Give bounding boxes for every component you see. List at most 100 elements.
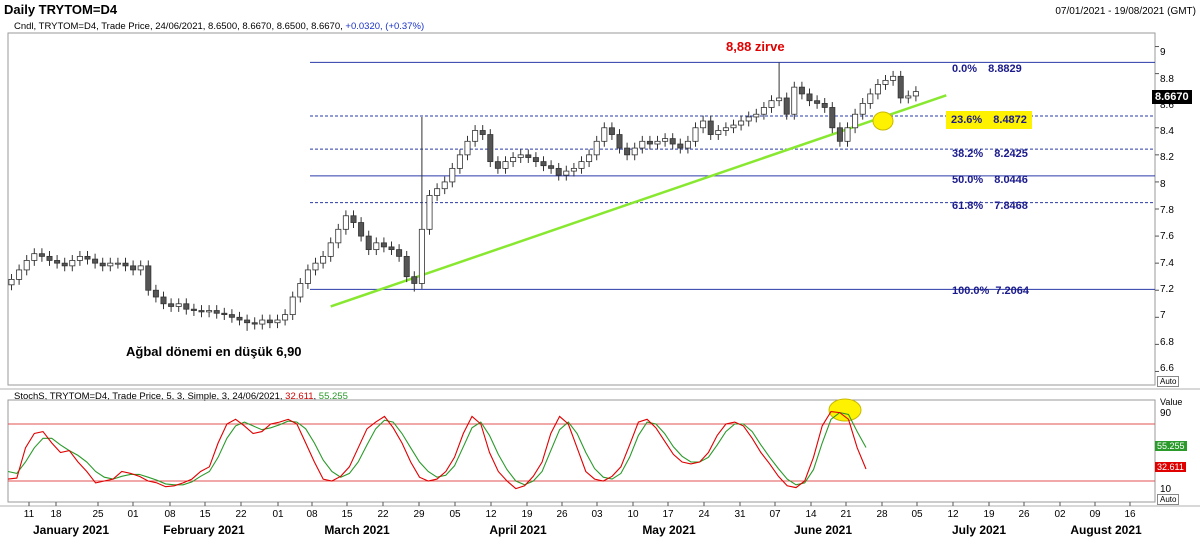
candle-body xyxy=(282,314,289,321)
fib-value: 8.2425 xyxy=(994,148,1028,160)
candle-body xyxy=(874,84,881,95)
x-tick: 29 xyxy=(413,509,425,520)
x-tick: 21 xyxy=(840,509,852,520)
candle-body xyxy=(8,278,15,286)
x-tick: 10 xyxy=(627,509,639,520)
x-tick: 15 xyxy=(341,509,353,520)
candle-body xyxy=(92,258,99,264)
candle-body xyxy=(502,161,509,169)
x-tick: 12 xyxy=(947,509,959,520)
x-tick: 17 xyxy=(662,509,674,520)
candle-body xyxy=(297,283,304,298)
y-tick: 7.4 xyxy=(1160,258,1174,269)
x-tick: 09 xyxy=(1089,509,1101,520)
x-tick: 22 xyxy=(235,509,247,520)
price-change: +0.0320, (+0.37%) xyxy=(345,21,425,32)
candle-body xyxy=(593,140,600,156)
candle-body xyxy=(228,314,235,318)
candle-body xyxy=(624,147,631,156)
current-price-label: 8.6670 xyxy=(1152,90,1192,104)
candle-body xyxy=(411,276,418,284)
candle-body xyxy=(745,116,752,122)
candle-body xyxy=(692,127,699,142)
y-tick: 8 xyxy=(1160,179,1166,190)
x-tick: 22 xyxy=(377,509,389,520)
candle-body xyxy=(236,316,243,321)
candle-body xyxy=(472,130,479,142)
x-tick: 05 xyxy=(449,509,461,520)
y-tick: 7.2 xyxy=(1160,284,1174,295)
x-tick: 16 xyxy=(1124,509,1136,520)
candle-body xyxy=(342,215,349,230)
y-tick: 8.2 xyxy=(1160,152,1174,163)
candle-body xyxy=(487,134,494,163)
candle-body xyxy=(905,95,912,99)
candle-body xyxy=(738,120,745,126)
y-tick: 7.6 xyxy=(1160,231,1174,242)
candle-body xyxy=(525,154,532,158)
candle-body xyxy=(882,79,889,85)
trendline xyxy=(330,94,947,308)
candle-body xyxy=(137,265,144,271)
candle-body xyxy=(829,107,836,129)
candle-body xyxy=(730,124,737,129)
date-range: 07/01/2021 - 19/08/2021 (GMT) xyxy=(1055,6,1196,17)
candle-body xyxy=(814,100,821,104)
candle-body xyxy=(426,195,433,230)
x-tick: 01 xyxy=(127,509,139,520)
fib-value: 8.0446 xyxy=(994,174,1028,186)
candle-body xyxy=(152,289,159,298)
candle-body xyxy=(365,235,372,251)
y-tick: 6.8 xyxy=(1160,337,1174,348)
x-tick: 03 xyxy=(591,509,603,520)
low-annotation: Ağbal dönemi en düşük 6,90 xyxy=(126,344,302,359)
candle-body xyxy=(160,296,167,305)
fib-level-0: 0.0% 8.8829 xyxy=(952,63,1022,75)
candle-body xyxy=(168,303,175,307)
candle-body xyxy=(114,262,121,265)
candle-body xyxy=(548,165,555,169)
touch-highlight xyxy=(872,111,894,131)
candle-body xyxy=(380,242,387,248)
candle-body xyxy=(707,120,714,135)
x-month-label: March 2021 xyxy=(324,523,390,537)
x-tick: 05 xyxy=(911,509,923,520)
fib-value: 7.8468 xyxy=(994,200,1028,212)
candle-body xyxy=(84,255,91,260)
main-series-info-text: Cndl, TRYTOM=D4, Trade Price, 24/06/2021… xyxy=(14,21,343,32)
stoch-auto-scale-button[interactable]: Auto xyxy=(1157,494,1180,505)
x-tick: 25 xyxy=(92,509,104,520)
candle-body xyxy=(259,319,266,325)
stoch-line xyxy=(7,412,867,486)
candle-body xyxy=(46,255,53,261)
candle-body xyxy=(122,262,129,267)
candle-body xyxy=(540,161,547,167)
candle-body xyxy=(510,157,517,163)
x-month-label: May 2021 xyxy=(642,523,696,537)
auto-scale-button[interactable]: Auto xyxy=(1157,376,1180,387)
candle-body xyxy=(753,113,760,118)
x-tick: 26 xyxy=(556,509,568,520)
candle-body xyxy=(312,262,319,271)
x-tick: 19 xyxy=(521,509,533,520)
candle-body xyxy=(677,143,684,149)
candle-body xyxy=(107,262,114,267)
candle-body xyxy=(198,310,205,313)
candle-body xyxy=(806,93,813,102)
chart-title: Daily TRYTOM=D4 xyxy=(4,2,118,17)
candle-body xyxy=(441,181,448,190)
candle-body xyxy=(76,255,83,261)
candle-body xyxy=(586,154,593,163)
x-tick: 01 xyxy=(272,509,284,520)
candle-body xyxy=(821,103,828,108)
candle-body xyxy=(776,97,783,102)
y-tick: 9 xyxy=(1160,47,1166,58)
candle-body xyxy=(31,253,38,261)
candle-body xyxy=(206,310,213,313)
candle-body xyxy=(175,303,182,307)
candle-body xyxy=(449,167,456,183)
candle-body xyxy=(213,310,220,314)
x-tick: 11 xyxy=(23,509,35,520)
candle-body xyxy=(563,170,570,176)
